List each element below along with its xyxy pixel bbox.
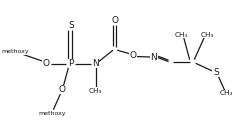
Text: CH₃: CH₃ bbox=[200, 31, 214, 38]
Text: P: P bbox=[68, 59, 73, 68]
Text: S: S bbox=[213, 68, 219, 77]
Text: methoxy: methoxy bbox=[2, 49, 30, 54]
Text: O: O bbox=[130, 51, 137, 60]
Text: CH₃: CH₃ bbox=[174, 31, 188, 38]
Text: O: O bbox=[59, 85, 66, 94]
Text: N: N bbox=[92, 59, 99, 68]
Text: O: O bbox=[111, 16, 118, 25]
Text: methoxy: methoxy bbox=[38, 111, 66, 116]
Text: CH₃: CH₃ bbox=[219, 90, 233, 96]
Text: O: O bbox=[42, 59, 50, 68]
Text: S: S bbox=[68, 21, 74, 30]
Text: CH₃: CH₃ bbox=[89, 88, 102, 94]
Text: N: N bbox=[151, 53, 157, 62]
